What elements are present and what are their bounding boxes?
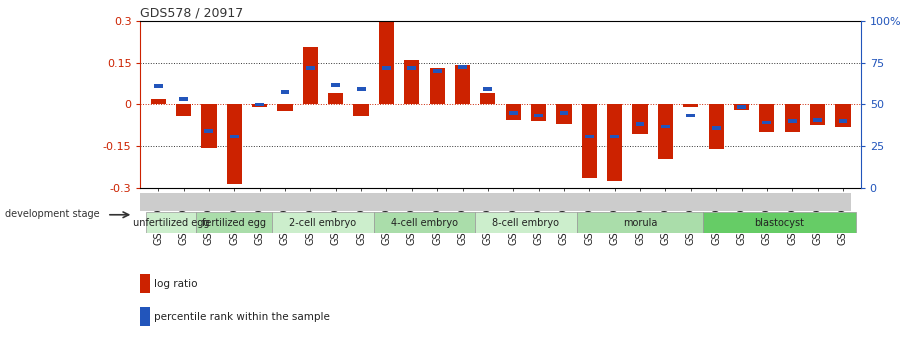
Bar bbox=[763, 121, 771, 124]
Bar bbox=[429, 68, 445, 104]
Bar bbox=[140, 274, 150, 293]
Bar bbox=[458, 65, 467, 69]
Bar bbox=[303, 47, 318, 104]
Bar bbox=[582, 104, 597, 178]
Bar bbox=[226, 104, 242, 184]
Bar bbox=[176, 104, 191, 116]
Bar bbox=[328, 93, 343, 104]
Bar bbox=[353, 104, 369, 116]
Bar bbox=[703, 212, 855, 233]
Bar bbox=[734, 104, 749, 110]
Bar bbox=[433, 69, 441, 73]
Bar bbox=[712, 126, 720, 130]
Bar bbox=[140, 307, 150, 326]
Bar bbox=[531, 104, 546, 121]
Bar bbox=[277, 104, 293, 111]
Bar bbox=[382, 66, 390, 70]
Bar bbox=[154, 85, 162, 88]
Bar bbox=[607, 104, 622, 181]
Bar bbox=[379, 21, 394, 104]
Bar bbox=[661, 125, 670, 128]
Bar bbox=[632, 104, 648, 134]
Bar bbox=[535, 114, 543, 117]
Text: GDS578 / 20917: GDS578 / 20917 bbox=[140, 7, 244, 20]
Bar bbox=[658, 104, 673, 159]
Bar bbox=[455, 65, 470, 104]
Bar bbox=[785, 104, 800, 132]
Bar bbox=[835, 104, 851, 127]
Bar bbox=[576, 212, 703, 233]
Bar bbox=[408, 66, 416, 70]
Bar bbox=[611, 135, 619, 138]
Bar bbox=[484, 87, 492, 91]
Text: blastocyst: blastocyst bbox=[755, 218, 805, 228]
Bar bbox=[476, 212, 576, 233]
Bar bbox=[140, 193, 851, 211]
Bar bbox=[506, 104, 521, 120]
Bar bbox=[810, 104, 825, 125]
Bar bbox=[708, 104, 724, 149]
Text: fertilized egg: fertilized egg bbox=[202, 218, 266, 228]
Bar bbox=[737, 105, 746, 109]
Text: 8-cell embryo: 8-cell embryo bbox=[493, 218, 559, 228]
Bar bbox=[197, 212, 273, 233]
Bar bbox=[150, 99, 166, 104]
Bar bbox=[230, 135, 238, 138]
Text: development stage: development stage bbox=[5, 209, 99, 219]
Bar bbox=[636, 122, 644, 126]
Bar bbox=[585, 135, 593, 138]
Bar bbox=[839, 119, 847, 123]
Bar bbox=[560, 111, 568, 115]
Bar bbox=[179, 97, 188, 101]
Bar bbox=[273, 212, 374, 233]
Bar bbox=[252, 104, 267, 107]
Bar bbox=[205, 129, 213, 133]
Bar bbox=[201, 104, 217, 148]
Bar bbox=[788, 119, 796, 123]
Bar bbox=[404, 60, 419, 104]
Bar bbox=[357, 87, 365, 91]
Bar bbox=[374, 212, 476, 233]
Text: percentile rank within the sample: percentile rank within the sample bbox=[154, 312, 330, 322]
Text: 2-cell embryo: 2-cell embryo bbox=[290, 218, 357, 228]
Bar bbox=[814, 118, 822, 121]
Bar bbox=[687, 114, 695, 117]
Text: unfertilized egg: unfertilized egg bbox=[132, 218, 209, 228]
Bar bbox=[759, 104, 775, 132]
Bar bbox=[683, 104, 699, 107]
Bar bbox=[509, 111, 517, 115]
Bar bbox=[556, 104, 572, 124]
Text: log ratio: log ratio bbox=[154, 279, 198, 288]
Bar bbox=[332, 83, 340, 87]
Bar bbox=[146, 212, 197, 233]
Bar bbox=[480, 93, 496, 104]
Text: 4-cell embryo: 4-cell embryo bbox=[391, 218, 458, 228]
Bar bbox=[255, 102, 264, 106]
Text: morula: morula bbox=[622, 218, 657, 228]
Bar bbox=[306, 66, 314, 70]
Bar bbox=[281, 90, 289, 93]
